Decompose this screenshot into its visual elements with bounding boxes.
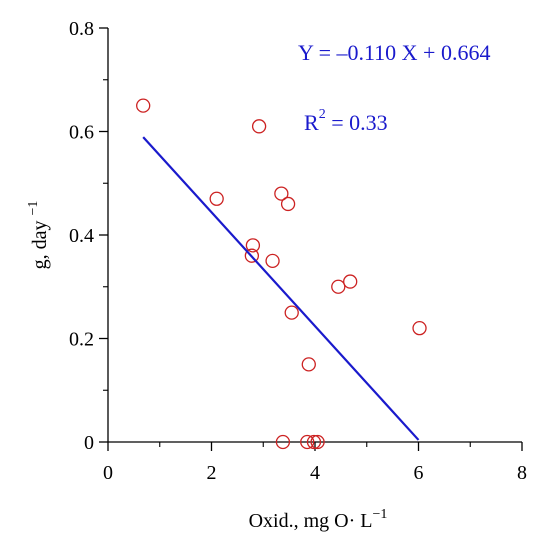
data-point (265, 253, 280, 269)
r-squared-label: R2 = 0.33 (304, 107, 388, 135)
x-tick-label: 8 (517, 462, 527, 484)
x-axis-title-sup: −1 (372, 507, 387, 522)
data-point (136, 98, 151, 113)
x-tick-label: 4 (310, 462, 320, 484)
axes (107, 28, 522, 443)
r-squared-sup: 2 (319, 107, 326, 122)
data-point (301, 357, 316, 372)
data-point (274, 186, 289, 201)
data-points (136, 98, 427, 450)
y-tick-label: 0.8 (69, 18, 94, 40)
data-point (244, 248, 260, 263)
y-tick-label: 0.6 (69, 122, 94, 144)
regression-equation: Y = –0.110 X + 0.664 (298, 40, 490, 65)
data-point (300, 434, 315, 450)
r-squared-letter: R (304, 110, 319, 135)
data-point (306, 434, 322, 450)
y-axis-title-sup: −1 (26, 201, 41, 216)
x-tick-label: 6 (414, 462, 424, 484)
y-tick-label: 0 (84, 432, 94, 454)
data-point (284, 305, 299, 320)
data-point (209, 191, 224, 206)
x-axis-title: Oxid., mg O· L−1 (249, 507, 388, 532)
r-squared-value: = 0.33 (326, 110, 388, 135)
y-tick-label: 0.2 (69, 329, 94, 351)
data-point (412, 320, 427, 336)
regression-line (142, 136, 420, 441)
data-point (280, 196, 296, 212)
data-point (251, 119, 267, 134)
y-tick-label: 0.4 (69, 225, 94, 247)
data-point (245, 238, 261, 253)
y-axis-title-main: g, day (29, 216, 51, 270)
data-point (343, 274, 358, 289)
data-point (310, 434, 325, 450)
data-point (275, 434, 291, 450)
y-axis-title: g, day −1 (26, 201, 51, 270)
x-tick-label: 0 (103, 462, 113, 484)
x-axis-ticks: 0 2 4 6 8 (103, 442, 527, 484)
x-axis-title-main: Oxid., mg O· L (249, 510, 373, 532)
x-tick-label: 2 (207, 462, 217, 484)
y-axis-ticks: 0 0.2 0.4 0.6 0.8 (69, 18, 108, 454)
data-point (331, 279, 346, 294)
